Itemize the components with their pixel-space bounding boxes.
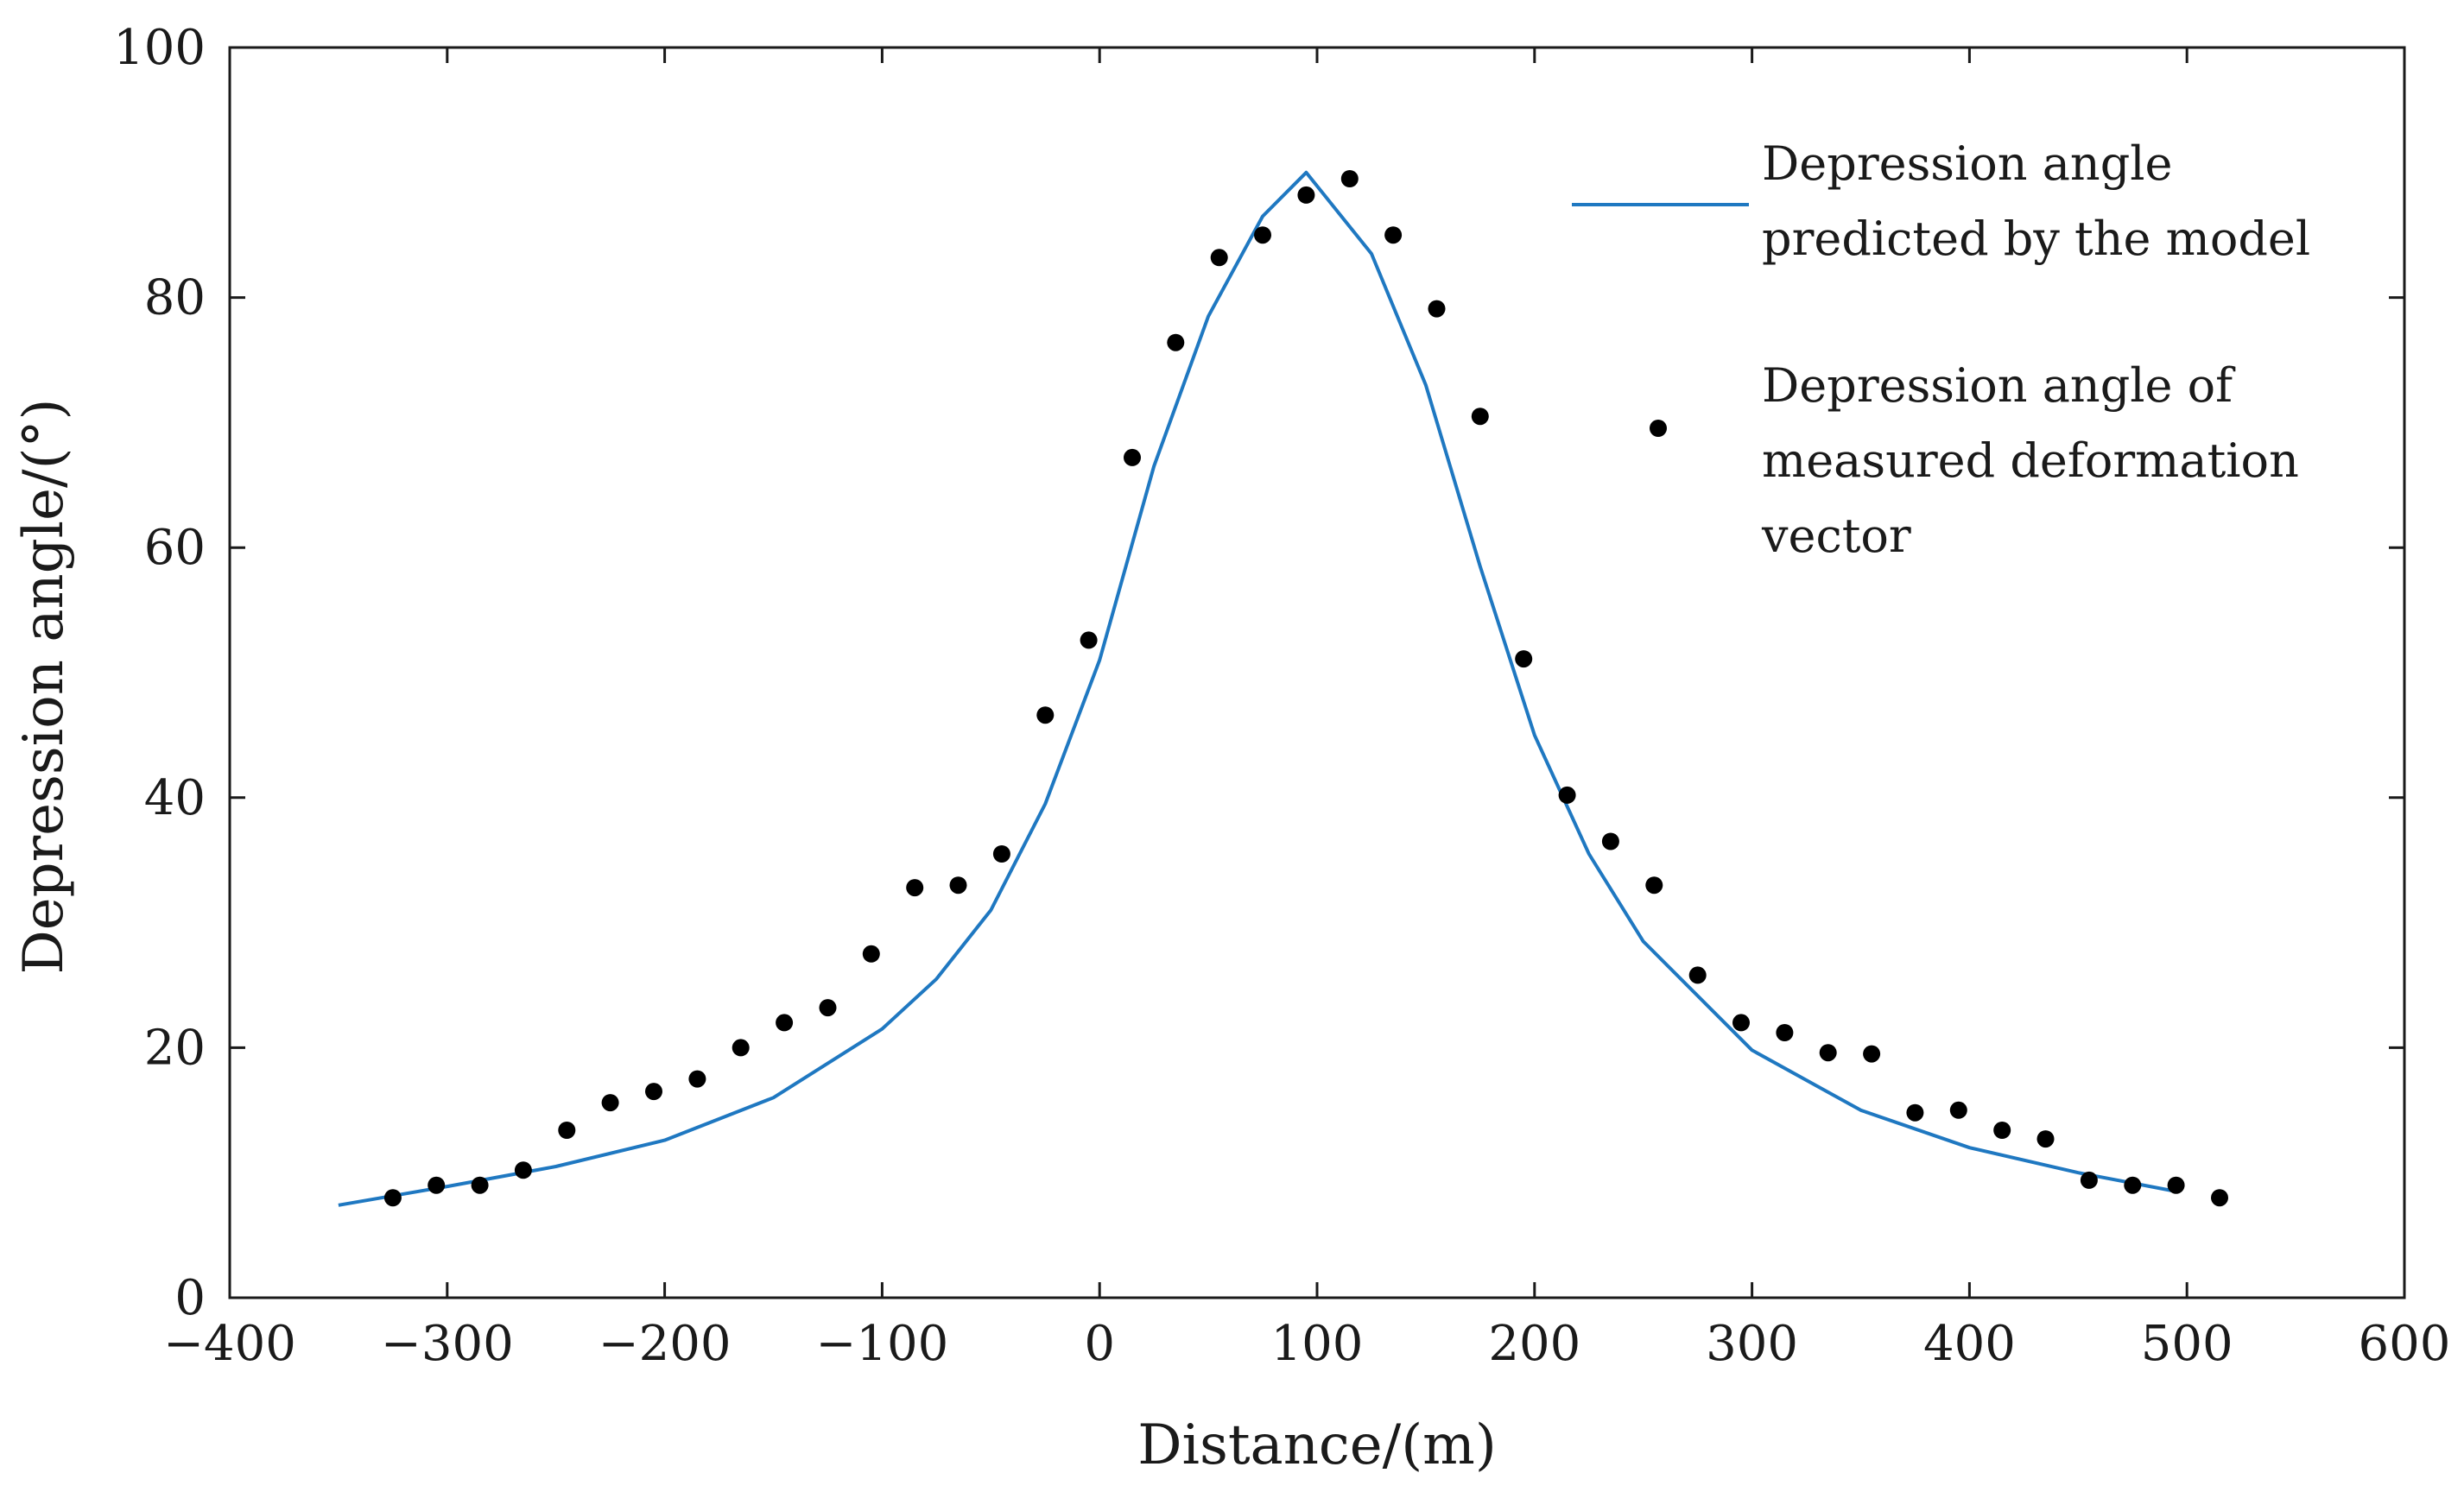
measured-point xyxy=(1297,186,1315,204)
measured-point xyxy=(1428,300,1446,318)
x-axis-title: Distance/(m) xyxy=(1137,1413,1497,1477)
measured-point xyxy=(1863,1045,1881,1063)
model-prediction-line xyxy=(338,170,2176,1207)
x-tick-label: 100 xyxy=(1271,1316,1364,1372)
x-tick-label: 600 xyxy=(2359,1316,2451,1372)
y-axis-title: Depression angle/(°) xyxy=(12,398,76,974)
measured-point xyxy=(2211,1189,2228,1207)
measured-point xyxy=(645,1083,662,1101)
measured-point xyxy=(1993,1122,2011,1139)
measured-point xyxy=(1558,786,1576,804)
measured-point xyxy=(1776,1024,1794,1041)
x-tick-label: −200 xyxy=(599,1316,732,1372)
measured-point xyxy=(1080,631,1098,649)
measured-point xyxy=(2167,1176,2185,1194)
x-tick-label: 400 xyxy=(1923,1316,2016,1372)
measured-point xyxy=(1688,966,1707,984)
measured-point xyxy=(1471,408,1489,426)
measured-point xyxy=(1601,832,1619,850)
measured-point xyxy=(906,879,924,897)
measured-point xyxy=(1254,226,1271,244)
measured-point xyxy=(1124,448,1141,466)
measured-point xyxy=(949,876,967,895)
y-tick-label: 100 xyxy=(113,20,206,76)
legend-model-line-2: predicted by the model xyxy=(1762,212,2310,266)
x-tick-label: 0 xyxy=(1084,1316,1115,1372)
measured-point xyxy=(2124,1176,2142,1194)
measured-point xyxy=(1210,249,1228,267)
measured-point xyxy=(862,945,880,963)
legend-point-swatch xyxy=(1650,420,1667,437)
measured-point xyxy=(2036,1130,2055,1148)
measured-point xyxy=(1819,1044,1837,1062)
x-tick-labels: −400 −300 −200 −100 0 100 200 300 400 500 600 xyxy=(163,1316,2450,1372)
measured-point xyxy=(819,999,837,1017)
legend: Depression angle predicted by the model … xyxy=(1572,136,2310,563)
y-tick-label: 40 xyxy=(144,770,206,826)
y-tick-label: 0 xyxy=(174,1270,206,1326)
measured-point xyxy=(428,1176,446,1194)
x-tick-label: 300 xyxy=(1706,1316,1798,1372)
measured-point xyxy=(1645,876,1663,895)
measured-point xyxy=(992,845,1010,863)
measured-point xyxy=(1340,170,1359,187)
legend-measured-line-2: measured deformation xyxy=(1762,433,2299,488)
measured-point xyxy=(688,1070,706,1088)
y-tick-label: 20 xyxy=(144,1020,206,1076)
y-tick-labels: 0 20 40 60 80 100 xyxy=(113,20,206,1326)
legend-measured-line-1: Depression angle of xyxy=(1762,358,2236,413)
measured-point xyxy=(1036,706,1055,724)
measured-point xyxy=(776,1014,794,1032)
legend-measured-line-3: vector xyxy=(1761,509,1911,563)
measured-point xyxy=(1384,226,1403,244)
y-tick-label: 80 xyxy=(144,270,206,326)
measured-points xyxy=(383,170,2228,1207)
measured-point xyxy=(601,1094,619,1112)
measured-point xyxy=(383,1189,402,1207)
measured-point xyxy=(1732,1014,1750,1032)
axis-ticks xyxy=(228,46,2406,1299)
y-tick-label: 60 xyxy=(144,520,206,576)
measured-point xyxy=(1949,1101,1967,1119)
x-tick-label: −400 xyxy=(163,1316,296,1372)
measured-point xyxy=(1906,1103,1924,1122)
measured-point xyxy=(2080,1171,2098,1189)
x-tick-label: 500 xyxy=(2141,1316,2233,1372)
measured-point xyxy=(558,1122,576,1139)
measured-point xyxy=(1515,650,1533,668)
x-tick-label: −300 xyxy=(381,1316,514,1372)
measured-point xyxy=(732,1039,750,1057)
measured-point xyxy=(471,1176,489,1194)
legend-model-line-1: Depression angle xyxy=(1762,136,2173,191)
measured-point xyxy=(514,1161,532,1179)
x-tick-label: −100 xyxy=(815,1316,948,1372)
x-tick-label: 200 xyxy=(1488,1316,1580,1372)
measured-point xyxy=(1167,333,1185,351)
